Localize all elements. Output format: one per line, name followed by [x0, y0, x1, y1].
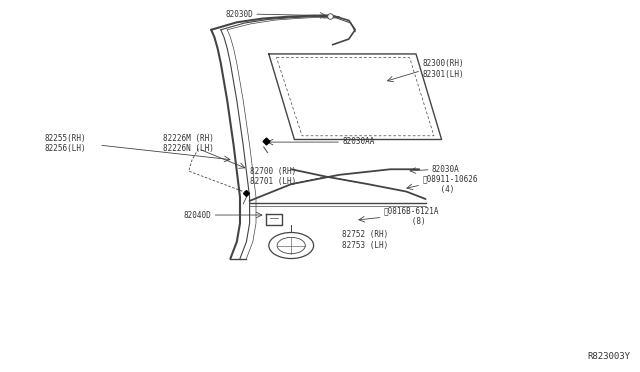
Circle shape	[277, 237, 305, 254]
Text: 82752 (RH)
82753 (LH): 82752 (RH) 82753 (LH)	[342, 230, 388, 250]
Text: 82030A: 82030A	[432, 165, 460, 174]
Text: R823003Y: R823003Y	[588, 352, 630, 361]
Text: 82255(RH)
82256(LH): 82255(RH) 82256(LH)	[45, 134, 86, 153]
Text: 82030AA: 82030AA	[342, 137, 375, 146]
Text: 82700 (RH)
82701 (LH): 82700 (RH) 82701 (LH)	[250, 167, 296, 186]
Text: ⓝ08911-10626
    (4): ⓝ08911-10626 (4)	[422, 174, 478, 194]
Circle shape	[269, 232, 314, 259]
Text: 82030D: 82030D	[225, 10, 253, 19]
Text: 82040D: 82040D	[184, 211, 211, 219]
Text: 82300(RH)
82301(LH): 82300(RH) 82301(LH)	[422, 59, 464, 78]
Text: Ⓝ0816B-6121A
      (8): Ⓝ0816B-6121A (8)	[384, 207, 440, 226]
Text: 82226M (RH)
82226N (LH): 82226M (RH) 82226N (LH)	[163, 134, 214, 153]
